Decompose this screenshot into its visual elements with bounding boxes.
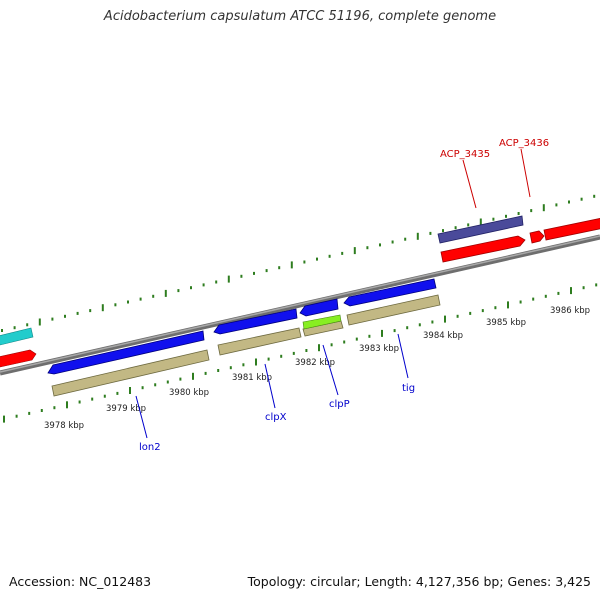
- leader-clpX: [264, 363, 276, 409]
- protein-bar-lon2: [51, 349, 210, 397]
- scale-label-3982: 3982 kbp: [295, 358, 335, 368]
- genome-backbone: [0, 234, 600, 376]
- gene-lon2[interactable]: [47, 330, 205, 375]
- next-gene-red[interactable]: [543, 218, 600, 241]
- scale-label-3985: 3985 kbp: [486, 318, 526, 328]
- scale-label-3978: 3978 kbp: [44, 421, 84, 431]
- protein-bar-clpX: [217, 327, 302, 356]
- leader-ACP_3436: [520, 148, 531, 198]
- label-lon2[interactable]: lon2: [139, 442, 161, 453]
- prev-gene-cyan[interactable]: [0, 327, 34, 346]
- gene-ACP_3435-cds[interactable]: [440, 235, 526, 263]
- gene-ACP_3435[interactable]: [437, 215, 524, 244]
- scale-label-3980: 3980 kbp: [169, 388, 209, 398]
- label-ACP_3436[interactable]: ACP_3436: [499, 138, 549, 149]
- lower-tick-row: [3, 283, 598, 423]
- leader-ACP_3435: [462, 159, 477, 209]
- label-ACP_3435[interactable]: ACP_3435: [440, 149, 490, 160]
- accession-label: Accession: NC_012483: [9, 574, 152, 589]
- gene-ACP_3436-cds[interactable]: [529, 230, 545, 244]
- gene-clpP[interactable]: [299, 298, 339, 317]
- scale-label-3986: 3986 kbp: [550, 306, 590, 316]
- genome-stats-label: Topology: circular; Length: 4,127,356 bp…: [247, 574, 591, 589]
- scale-label-3983: 3983 kbp: [359, 344, 399, 354]
- protein-bar-clpP-highlight: [302, 314, 342, 330]
- map-title: Acidobacterium capsulatum ATCC 51196, co…: [103, 9, 497, 24]
- gene-clpX[interactable]: [213, 308, 298, 335]
- leader-tig: [397, 333, 409, 379]
- leader-lon2: [135, 395, 148, 439]
- label-tig[interactable]: tig: [402, 383, 415, 394]
- leader-clpP: [322, 344, 339, 396]
- scale-label-3979: 3979 kbp: [106, 404, 146, 414]
- label-clpP[interactable]: clpP: [329, 399, 350, 410]
- gene-tig[interactable]: [343, 278, 437, 307]
- upper-tick-row: [1, 194, 596, 332]
- prev-gene-red[interactable]: [0, 349, 37, 368]
- scale-label-3981: 3981 kbp: [232, 373, 272, 383]
- protein-bar-tig: [346, 294, 441, 326]
- label-clpX[interactable]: clpX: [265, 412, 287, 423]
- scale-label-3984: 3984 kbp: [423, 331, 463, 341]
- genome-backbone-highlight: [0, 235, 600, 373]
